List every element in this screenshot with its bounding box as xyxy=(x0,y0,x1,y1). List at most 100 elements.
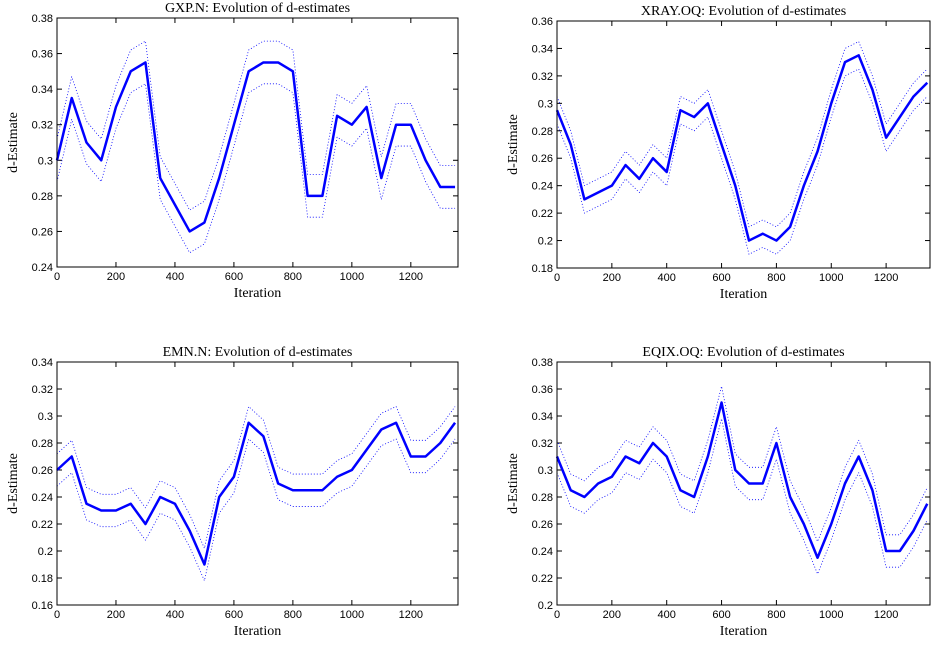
bound-line xyxy=(56,438,456,582)
y-tick-label: 0.34 xyxy=(32,84,53,96)
x-tick-label: 800 xyxy=(767,272,785,284)
y-tick-label: 0.26 xyxy=(532,153,553,165)
estimate-line xyxy=(56,421,457,566)
y-tick-label: 0.3 xyxy=(538,465,553,477)
x-axis-label: Iteration xyxy=(234,624,281,639)
y-axis-label: d-Estimate xyxy=(506,114,521,175)
y-tick-label: 0.34 xyxy=(32,357,53,369)
y-tick-label: 0.28 xyxy=(532,126,553,138)
y-tick-label: 0.26 xyxy=(32,465,53,477)
y-tick-label: 0.34 xyxy=(532,43,553,55)
x-tick-label: 1200 xyxy=(874,609,898,621)
y-tick-label: 0.16 xyxy=(32,600,53,612)
x-axis-label: Iteration xyxy=(720,624,767,639)
y-tick-label: 0.28 xyxy=(32,438,53,450)
x-tick-label: 1000 xyxy=(340,609,364,621)
y-tick-label: 0.22 xyxy=(532,573,553,585)
chart-title: XRAY.OQ: Evolution of d-estimates xyxy=(641,4,846,19)
bound-line xyxy=(556,385,928,542)
x-tick-label: 600 xyxy=(225,271,243,283)
x-tick-label: 0 xyxy=(554,272,560,284)
chart-title: GXP.N: Evolution of d-estimates xyxy=(165,1,350,16)
y-tick-label: 0.28 xyxy=(532,492,553,504)
y-tick-label: 0.2 xyxy=(538,236,553,248)
plot-area xyxy=(557,362,930,605)
y-axis-label: d-Estimate xyxy=(506,453,521,514)
y-tick-label: 0.2 xyxy=(38,546,53,558)
x-tick-label: 400 xyxy=(658,272,676,284)
x-tick-label: 0 xyxy=(54,609,60,621)
bound-line xyxy=(556,41,928,228)
y-axis-label: d-Estimate xyxy=(6,112,21,173)
y-tick-label: 0.24 xyxy=(32,262,53,274)
estimate-line xyxy=(555,401,929,559)
estimate-line xyxy=(55,61,456,233)
x-axis-label: Iteration xyxy=(720,287,767,302)
plot-area xyxy=(557,21,930,268)
y-tick-label: 0.24 xyxy=(532,181,553,193)
x-tick-label: 400 xyxy=(658,609,676,621)
bound-line xyxy=(556,418,928,575)
x-tick-label: 1000 xyxy=(340,271,364,283)
y-tick-label: 0.32 xyxy=(32,384,53,396)
y-tick-label: 0.18 xyxy=(532,263,553,275)
y-tick-label: 0.28 xyxy=(32,191,53,203)
y-tick-label: 0.32 xyxy=(32,120,53,132)
axes-box xyxy=(556,20,931,269)
x-tick-label: 200 xyxy=(107,271,125,283)
y-tick-label: 0.36 xyxy=(532,16,553,28)
y-tick-label: 0.36 xyxy=(32,49,53,61)
subplot: 0.18 0.2 0.22 0.24 0.26 0.28 0.3 0.32 0.34 0.36 0 2… xyxy=(506,4,931,302)
chart-title: EQIX.OQ: Evolution of d-estimates xyxy=(642,345,844,360)
y-tick-label: 0.32 xyxy=(532,438,553,450)
x-tick-label: 200 xyxy=(603,609,621,621)
y-tick-label: 0.26 xyxy=(532,519,553,531)
y-tick-label: 0.22 xyxy=(32,519,53,531)
bound-line xyxy=(56,40,456,211)
x-tick-label: 1200 xyxy=(874,272,898,284)
y-tick-label: 0.18 xyxy=(32,573,53,585)
estimate-line xyxy=(555,54,929,242)
y-tick-label: 0.38 xyxy=(32,13,53,25)
x-tick-label: 800 xyxy=(767,609,785,621)
y-tick-label: 0.26 xyxy=(32,226,53,238)
y-axis-label: d-Estimate xyxy=(6,453,21,514)
x-tick-label: 1200 xyxy=(399,271,423,283)
chart-title: EMN.N: Evolution of d-estimates xyxy=(163,345,353,360)
axes-box xyxy=(556,361,931,606)
y-tick-label: 0.2 xyxy=(538,600,553,612)
y-tick-label: 0.24 xyxy=(532,546,553,558)
x-tick-label: 800 xyxy=(284,271,302,283)
x-tick-label: 400 xyxy=(166,271,184,283)
x-tick-label: 800 xyxy=(284,609,302,621)
y-tick-label: 0.3 xyxy=(38,411,53,423)
bound-line xyxy=(56,406,456,549)
x-tick-label: 400 xyxy=(166,609,184,621)
bound-line xyxy=(56,83,456,254)
subplot: 0.2 0.22 0.24 0.26 0.28 0.3 0.32 0.34 0.36 0.38 0 2… xyxy=(506,345,931,639)
subplot: 0.24 0.26 0.28 0.3 0.32 0.34 0.36 0.38 0 200 400 60… xyxy=(6,1,459,301)
x-tick-label: 200 xyxy=(603,272,621,284)
x-tick-label: 200 xyxy=(107,609,125,621)
x-tick-label: 0 xyxy=(54,271,60,283)
x-tick-label: 1000 xyxy=(819,609,843,621)
subplot: 0.16 0.18 0.2 0.22 0.24 0.26 0.28 0.3 0.32 0.34 0 2… xyxy=(6,345,459,639)
x-tick-label: 600 xyxy=(712,272,730,284)
x-tick-label: 600 xyxy=(712,609,730,621)
y-tick-label: 0.38 xyxy=(532,357,553,369)
y-tick-label: 0.24 xyxy=(32,492,53,504)
x-tick-label: 1200 xyxy=(399,609,423,621)
y-tick-label: 0.22 xyxy=(532,208,553,220)
y-tick-label: 0.3 xyxy=(538,98,553,110)
plot-area xyxy=(57,18,458,267)
x-axis-label: Iteration xyxy=(234,286,281,301)
y-tick-label: 0.34 xyxy=(532,411,553,423)
plot-area xyxy=(57,362,458,605)
bound-line xyxy=(556,68,928,255)
axes-box xyxy=(56,17,459,268)
axes-box xyxy=(56,361,459,606)
x-tick-label: 1000 xyxy=(819,272,843,284)
y-tick-label: 0.36 xyxy=(532,384,553,396)
x-tick-label: 600 xyxy=(225,609,243,621)
y-tick-label: 0.3 xyxy=(38,155,53,167)
